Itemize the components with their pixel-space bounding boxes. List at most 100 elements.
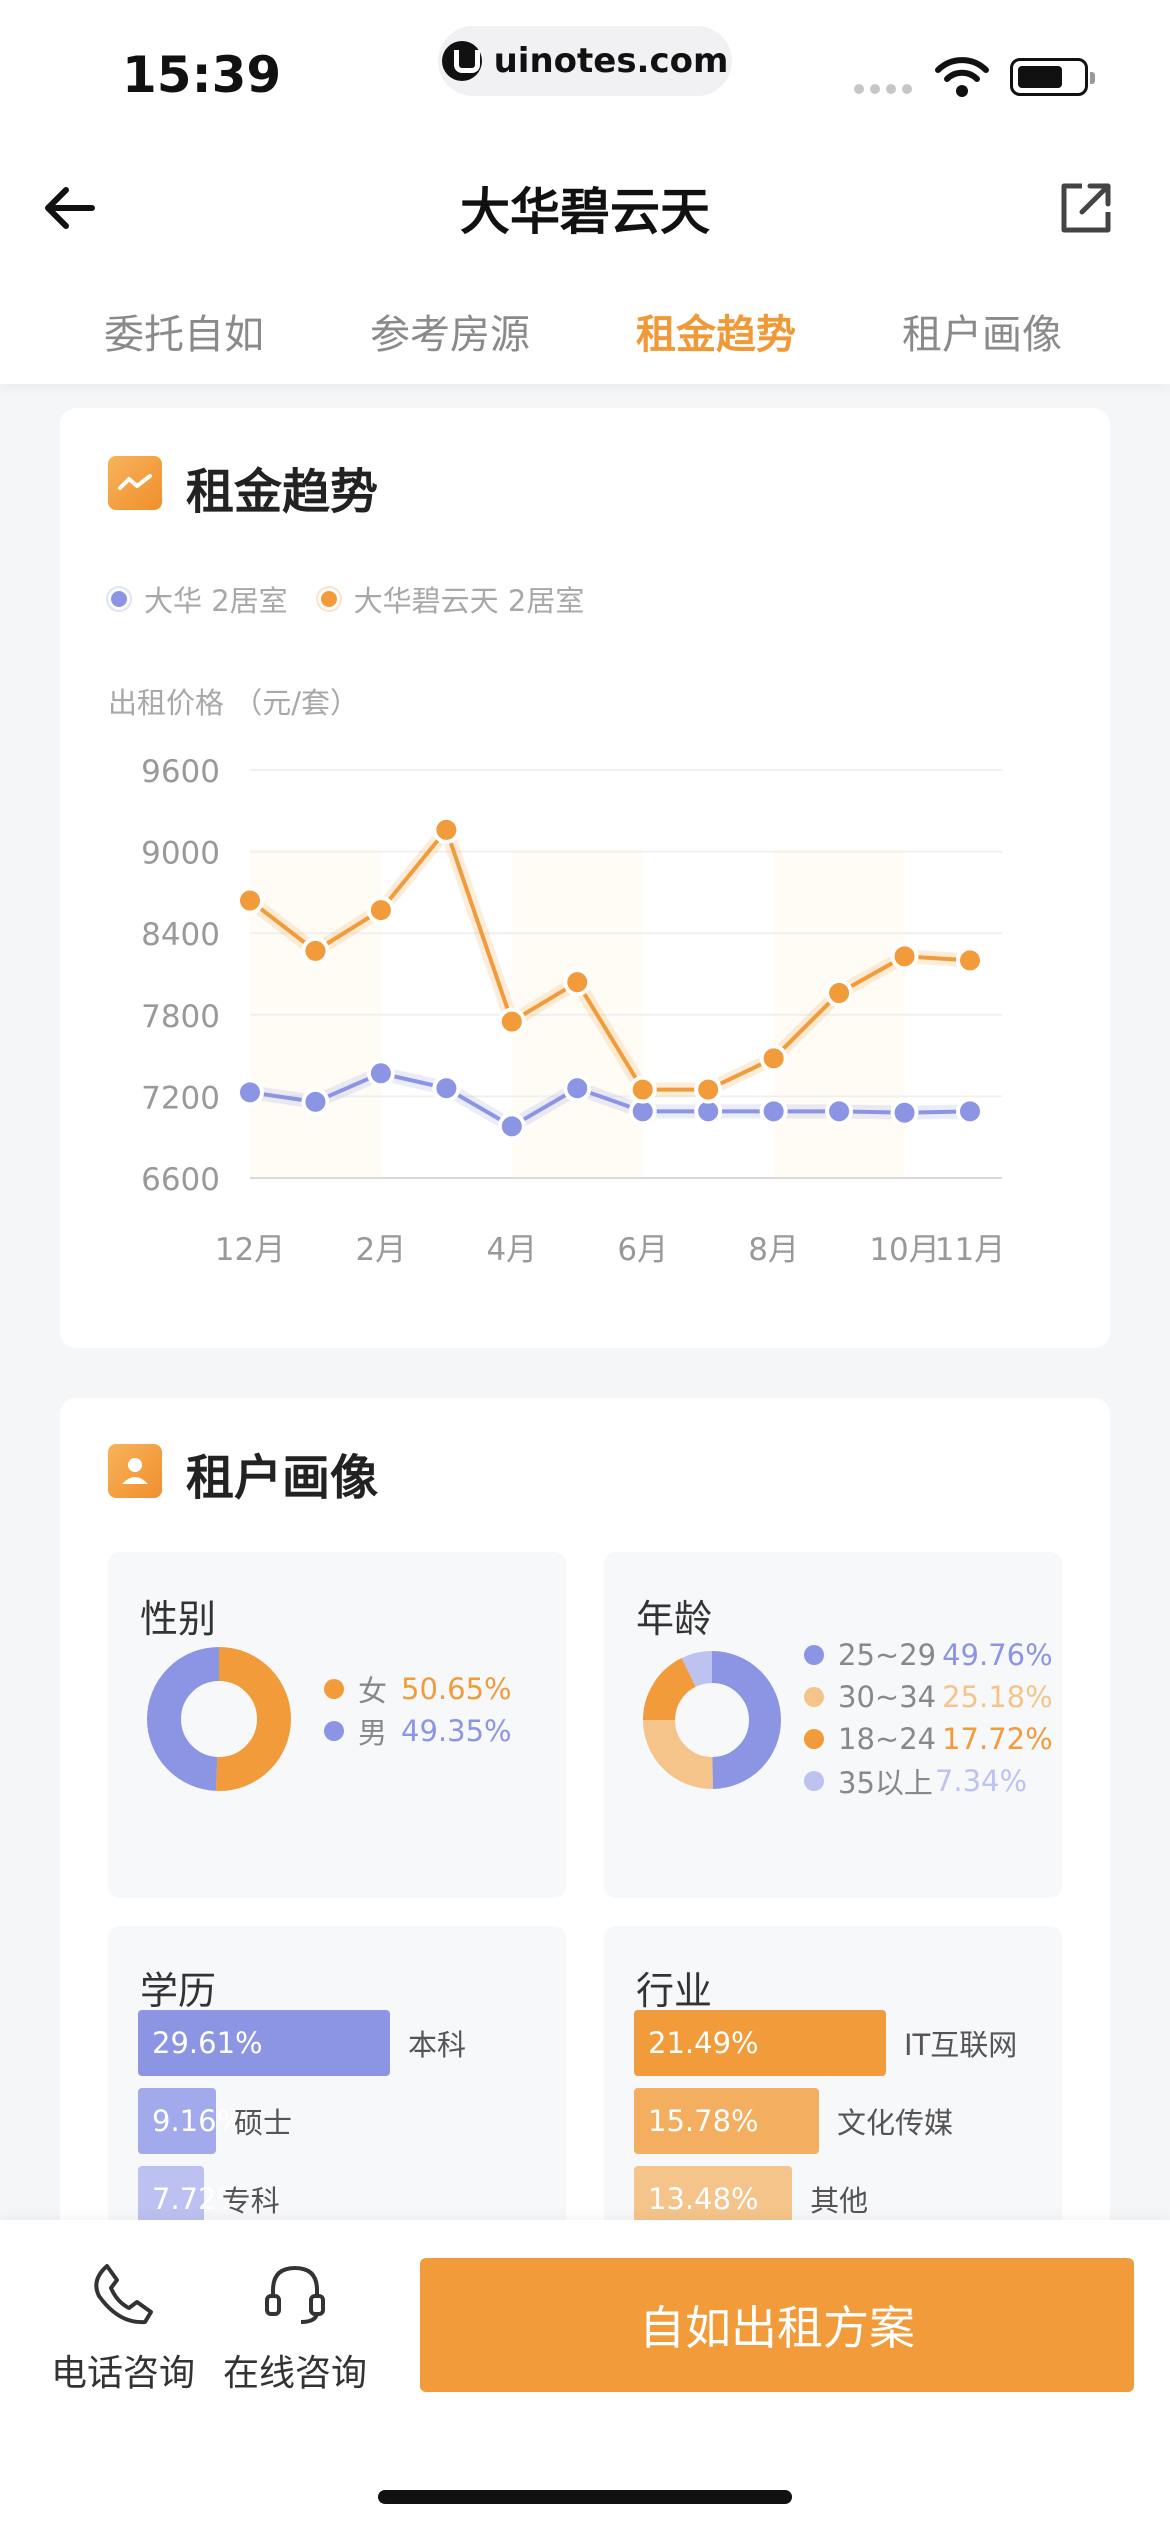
data-point	[694, 1075, 723, 1104]
chart-band	[773, 848, 905, 1178]
education-panel: 学历 29.61% 本科 9.16% 硕士 7.72% 专科	[108, 1926, 566, 2266]
data-point	[759, 1044, 788, 1073]
tab-tenant-profile[interactable]: 租户画像	[902, 312, 1062, 358]
trend-card-title: 租金趋势	[186, 464, 379, 520]
phone-consult-button[interactable]: 电话咨询	[38, 2258, 208, 2396]
legend-label: 大华 2居室	[144, 584, 288, 618]
data-point	[301, 1087, 330, 1116]
home-indicator	[378, 2490, 792, 2504]
gender-legend-row: 女 50.65%	[324, 1668, 512, 1710]
industry-bar-label: 其他	[810, 2184, 869, 2218]
y-tick-label: 9000	[141, 836, 220, 872]
industry-bar-label: 文化传媒	[837, 2106, 954, 2140]
online-consult-button[interactable]: 在线咨询	[210, 2258, 380, 2396]
legend-value: 25.18%	[942, 1680, 1053, 1714]
battery-icon	[1010, 58, 1095, 96]
cellular-signal-icon	[854, 84, 912, 94]
tab-entrust[interactable]: 委托自如	[104, 312, 264, 358]
tab-reference-listings[interactable]: 参考房源	[370, 312, 530, 358]
education-bar-label: 专科	[221, 2184, 280, 2218]
industry-title: 行业	[636, 1969, 713, 2013]
y-tick-label: 7800	[141, 999, 220, 1035]
tenant-card-title: 租户画像	[186, 1450, 379, 1506]
education-title: 学历	[140, 1969, 217, 2013]
age-donut-chart	[643, 1651, 781, 1789]
data-point	[563, 968, 592, 997]
education-bar-label: 硕士	[233, 2106, 292, 2140]
age-legend: 25~29 49.76% 30~34 25.18% 18~24 17.72% 3…	[804, 1634, 1053, 1802]
donut-slice	[643, 1651, 781, 1789]
chart-legend: 大华 2居室 大华碧云天 2居室	[108, 578, 584, 620]
rent-trend-card: 租金趋势 大华 2居室 大华碧云天 2居室 出租价格 （元/套） 9600 900…	[60, 408, 1110, 1348]
data-point	[497, 1007, 526, 1036]
education-bar-row: 29.61% 本科	[138, 2010, 466, 2076]
data-point	[759, 1097, 788, 1126]
chart-band	[250, 848, 381, 1178]
data-point	[236, 1078, 264, 1107]
share-external-icon[interactable]	[1058, 180, 1114, 236]
data-point	[432, 1074, 461, 1103]
legend-label: 35以上	[838, 1766, 933, 1800]
data-point	[956, 1097, 984, 1126]
chart-band	[511, 848, 643, 1178]
x-tick-label: 8月	[748, 1232, 799, 1268]
legend-label: 18~24	[838, 1722, 937, 1756]
age-title: 年龄	[636, 1597, 713, 1641]
data-point	[825, 979, 854, 1008]
status-bar: 15:39 uinotes.com	[0, 0, 1170, 140]
section-tabs: 委托自如 参考房源 租金趋势 租户画像	[0, 280, 1170, 384]
y-axis-title: 出租价格 （元/套）	[108, 686, 359, 720]
legend-dot	[804, 1771, 824, 1791]
data-point	[890, 1098, 919, 1127]
x-tick-label: 2月	[356, 1232, 407, 1268]
legend-value: 50.65%	[401, 1672, 512, 1706]
site-logo-icon	[441, 41, 482, 81]
legend-item-biyuntian[interactable]: 大华碧云天 2居室	[317, 578, 584, 620]
online-consult-label: 在线咨询	[222, 2353, 367, 2394]
donut-slice	[643, 1651, 781, 1789]
back-arrow-icon[interactable]	[40, 178, 100, 238]
y-tick-label: 8400	[141, 917, 220, 953]
data-point	[628, 1075, 657, 1104]
legend-item-dahua[interactable]: 大华 2居室	[108, 578, 288, 620]
age-panel: 年龄 25~29 49.76% 30~34 25.18% 18~24 17.72…	[604, 1552, 1062, 1898]
age-legend-row: 30~34 25.18%	[804, 1676, 1053, 1718]
wifi-icon	[935, 57, 989, 97]
tenant-profile-card: 租户画像 性别 女 50.65% 男 49.35% 年龄 25~29 49.76	[60, 1398, 1110, 2298]
industry-bar-row: 15.78% 文化传媒	[634, 2088, 953, 2154]
x-tick-label: 10月	[869, 1232, 939, 1268]
legend-value: 7.34%	[934, 1764, 1028, 1798]
legend-label: 女	[358, 1674, 388, 1708]
gender-title: 性别	[140, 1597, 217, 1641]
gender-donut-chart	[147, 1647, 291, 1791]
legend-dot	[804, 1687, 824, 1707]
legend-dot	[317, 588, 340, 610]
legend-label: 男	[358, 1716, 388, 1750]
page-title: 大华碧云天	[460, 183, 710, 241]
industry-bar-row: 21.49% IT互联网	[634, 2010, 1017, 2076]
data-point	[825, 1097, 854, 1126]
age-legend-row: 35以上 7.34%	[804, 1760, 1053, 1802]
industry-bar: 15.78%	[634, 2088, 820, 2154]
rental-plan-button[interactable]: 自如出租方案	[420, 2258, 1134, 2392]
gender-panel: 性别 女 50.65% 男 49.35%	[108, 1552, 566, 1898]
data-point	[301, 936, 330, 965]
data-point	[890, 942, 919, 971]
data-point	[236, 886, 264, 915]
x-tick-label: 12月	[215, 1232, 285, 1268]
education-bar-row: 9.16% 硕士	[138, 2088, 292, 2154]
tab-rent-trend[interactable]: 租金趋势	[636, 312, 796, 358]
phone-icon	[94, 2264, 153, 2325]
legend-dot	[108, 588, 130, 610]
rent-trend-chart[interactable]: 9600 9000 8400 7800 7200 6600 12月 2月 4月 6月 8月 10月11…	[60, 408, 1110, 1348]
data-point	[366, 896, 395, 925]
x-tick-label: 6月	[617, 1232, 668, 1268]
legend-dot	[324, 1679, 344, 1699]
data-point	[497, 1112, 526, 1141]
url-pill[interactable]: uinotes.com	[438, 26, 732, 96]
y-tick-label: 9600	[141, 754, 220, 790]
data-point	[366, 1059, 395, 1088]
headset-icon	[265, 2265, 325, 2324]
trend-icon	[108, 456, 162, 510]
phone-consult-label: 电话咨询	[50, 2353, 195, 2394]
